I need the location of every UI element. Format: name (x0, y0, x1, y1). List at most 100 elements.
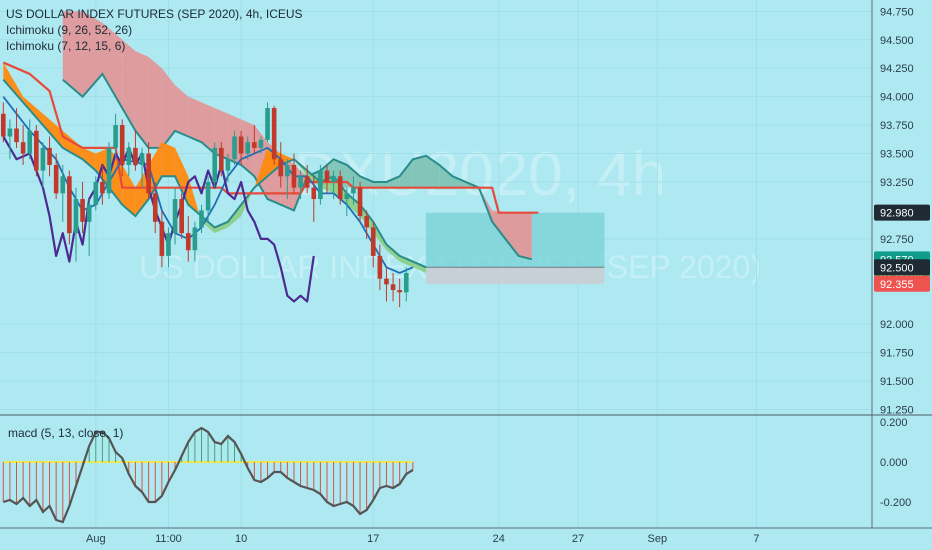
candle-body (324, 170, 330, 182)
kumo-short (3, 62, 24, 103)
kumo-long (201, 102, 215, 154)
price-tick-label: 92.750 (880, 234, 914, 246)
kumo-short (62, 130, 83, 160)
candle-body (53, 164, 59, 194)
kumo-short (42, 113, 63, 148)
kumo-short (254, 147, 268, 188)
candle-body (0, 113, 6, 137)
candle-body (86, 204, 92, 222)
candle-body (232, 136, 237, 160)
indicator-ichimoku-2[interactable]: Ichimoku (7, 12, 15, 6) (6, 39, 126, 53)
candle-body (212, 147, 218, 182)
kumo-long (188, 96, 202, 143)
candle-body (7, 128, 13, 137)
kijun-line (2, 61, 539, 214)
candle-body (344, 193, 350, 200)
legend: US DOLLAR INDEX FUTURES (SEP 2020), 4h, … (6, 6, 303, 54)
price-tick-label: 91.500 (880, 376, 914, 388)
macd-tick-label: 0.000 (880, 457, 908, 469)
candle-body (271, 108, 277, 160)
time-tick-label: 27 (572, 533, 584, 545)
price-tick-label: 91.250 (880, 404, 914, 416)
candle-body (357, 187, 363, 217)
time-axis[interactable]: Aug 11:00 10 17 24 27 Sep 7 (0, 527, 932, 545)
price-tick-label: 94.750 (880, 6, 914, 18)
kumo-long (439, 164, 453, 188)
macd-tick-label: 0.200 (880, 417, 908, 429)
time-tick-label: 17 (367, 533, 379, 545)
time-tick-label: Aug (86, 533, 106, 545)
kumo-long (214, 108, 228, 160)
candle-body (225, 159, 231, 171)
kumo-short (148, 142, 162, 200)
price-badge-label: 92.980 (880, 208, 914, 220)
candle-body (337, 176, 343, 200)
price-tick-label: 94.000 (880, 92, 914, 104)
candle-body (364, 216, 369, 228)
kumo-long (360, 176, 374, 188)
candle-body (285, 164, 290, 177)
price-badge-label: 92.500 (880, 262, 914, 274)
candle-body (403, 272, 409, 293)
candle-body (265, 108, 270, 140)
candle-body (258, 139, 264, 148)
price-tick-label: 94.250 (880, 63, 914, 75)
price-tick-label: 94.500 (880, 35, 914, 47)
candle-body (311, 187, 317, 200)
kumo-long (161, 68, 176, 148)
kumo-long (102, 22, 123, 109)
time-tick-label: Sep (648, 533, 668, 545)
kumo-short (135, 164, 149, 217)
candle-body (397, 290, 402, 293)
price-axis[interactable]: 94.750 94.500 94.250 94.000 93.750 93.500 93.2… (871, 0, 914, 528)
time-tick-label: 10 (235, 533, 247, 545)
candle-body (133, 147, 138, 165)
symbol-title[interactable]: US DOLLAR INDEX FUTURES (SEP 2020), 4h, … (6, 7, 303, 21)
candles[interactable] (0, 102, 409, 308)
price-tick-label: 92.000 (880, 319, 914, 331)
price-tick-label: 93.750 (880, 120, 914, 132)
price-tick-label: 93.250 (880, 177, 914, 189)
candle-body (185, 233, 191, 251)
candle-body (80, 199, 85, 222)
candle-body (318, 170, 323, 200)
candle-body (119, 125, 125, 165)
macd-line (2, 426, 414, 524)
candle-body (14, 128, 19, 143)
candle-body (100, 181, 105, 194)
kumo-long (518, 212, 532, 260)
candle-body (291, 164, 297, 188)
candle-body (179, 199, 184, 234)
candle-body (20, 142, 26, 154)
candle-body (298, 176, 303, 188)
candle-body (146, 153, 151, 194)
macd-tick-label: -0.200 (880, 497, 911, 509)
candle-body (245, 142, 251, 154)
kumo-long (452, 176, 466, 188)
candle-body (252, 142, 257, 148)
price-badge (874, 259, 930, 276)
indicator-ichimoku-1[interactable]: Ichimoku (9, 26, 52, 26) (6, 23, 133, 37)
kumo-long (412, 155, 427, 188)
chikou-line (2, 135, 315, 303)
candle-body (218, 147, 224, 171)
kumo-long (492, 210, 506, 239)
kumo-short (82, 147, 96, 171)
candle-body (34, 130, 39, 171)
candle-body (126, 147, 132, 165)
indicator-macd[interactable]: macd (5, 13, close, 1) (8, 426, 124, 440)
price-tick-label: 93.500 (880, 149, 914, 161)
candle-body (93, 181, 99, 205)
kumo-long (175, 85, 189, 137)
candle-body (152, 193, 158, 222)
price-badge (874, 275, 930, 292)
candle-body (390, 284, 396, 291)
macd-pane (2, 426, 414, 524)
kumo-short (241, 187, 255, 217)
candle-body (172, 199, 178, 234)
time-tick-label: 7 (753, 533, 759, 545)
candle-body (199, 210, 204, 228)
position-loss-zone (426, 267, 605, 284)
